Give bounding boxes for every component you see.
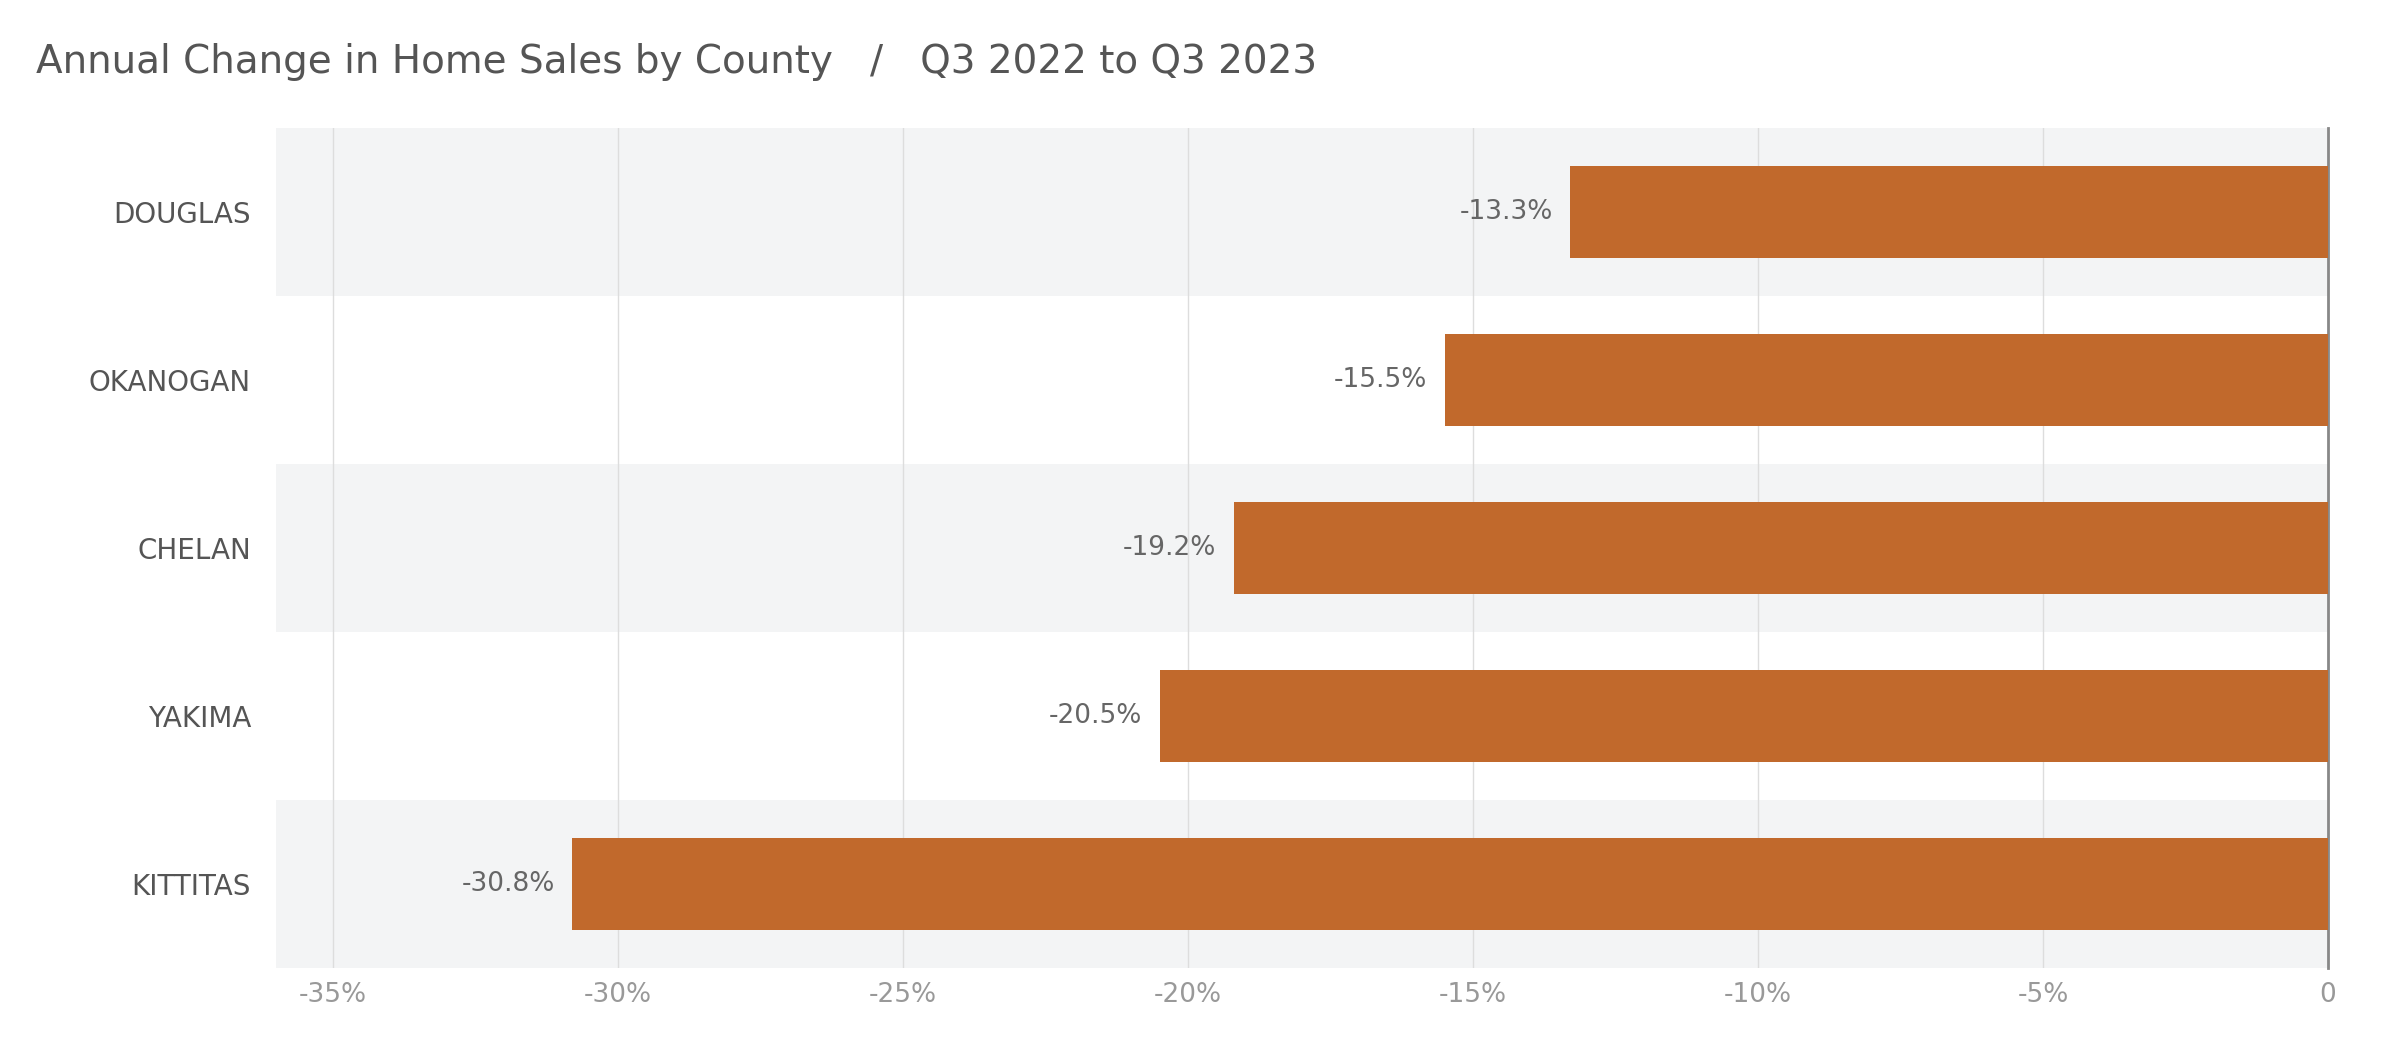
Bar <box>1159 670 2328 762</box>
Text: -15.5%: -15.5% <box>1334 367 1428 393</box>
Text: Annual Change in Home Sales by County   /   Q3 2022 to Q3 2023: Annual Change in Home Sales by County / … <box>36 43 1318 81</box>
Bar <box>1445 334 2328 426</box>
Bar <box>1234 502 2328 594</box>
Bar <box>276 632 2328 800</box>
Text: -13.3%: -13.3% <box>1459 199 1553 225</box>
Bar <box>276 128 2328 296</box>
Bar <box>276 800 2328 968</box>
Text: -19.2%: -19.2% <box>1123 535 1217 561</box>
Bar <box>276 464 2328 632</box>
Bar <box>276 296 2328 464</box>
Bar <box>571 838 2328 930</box>
Text: -30.8%: -30.8% <box>461 871 554 897</box>
Text: -20.5%: -20.5% <box>1049 703 1142 729</box>
Bar <box>1570 166 2328 257</box>
